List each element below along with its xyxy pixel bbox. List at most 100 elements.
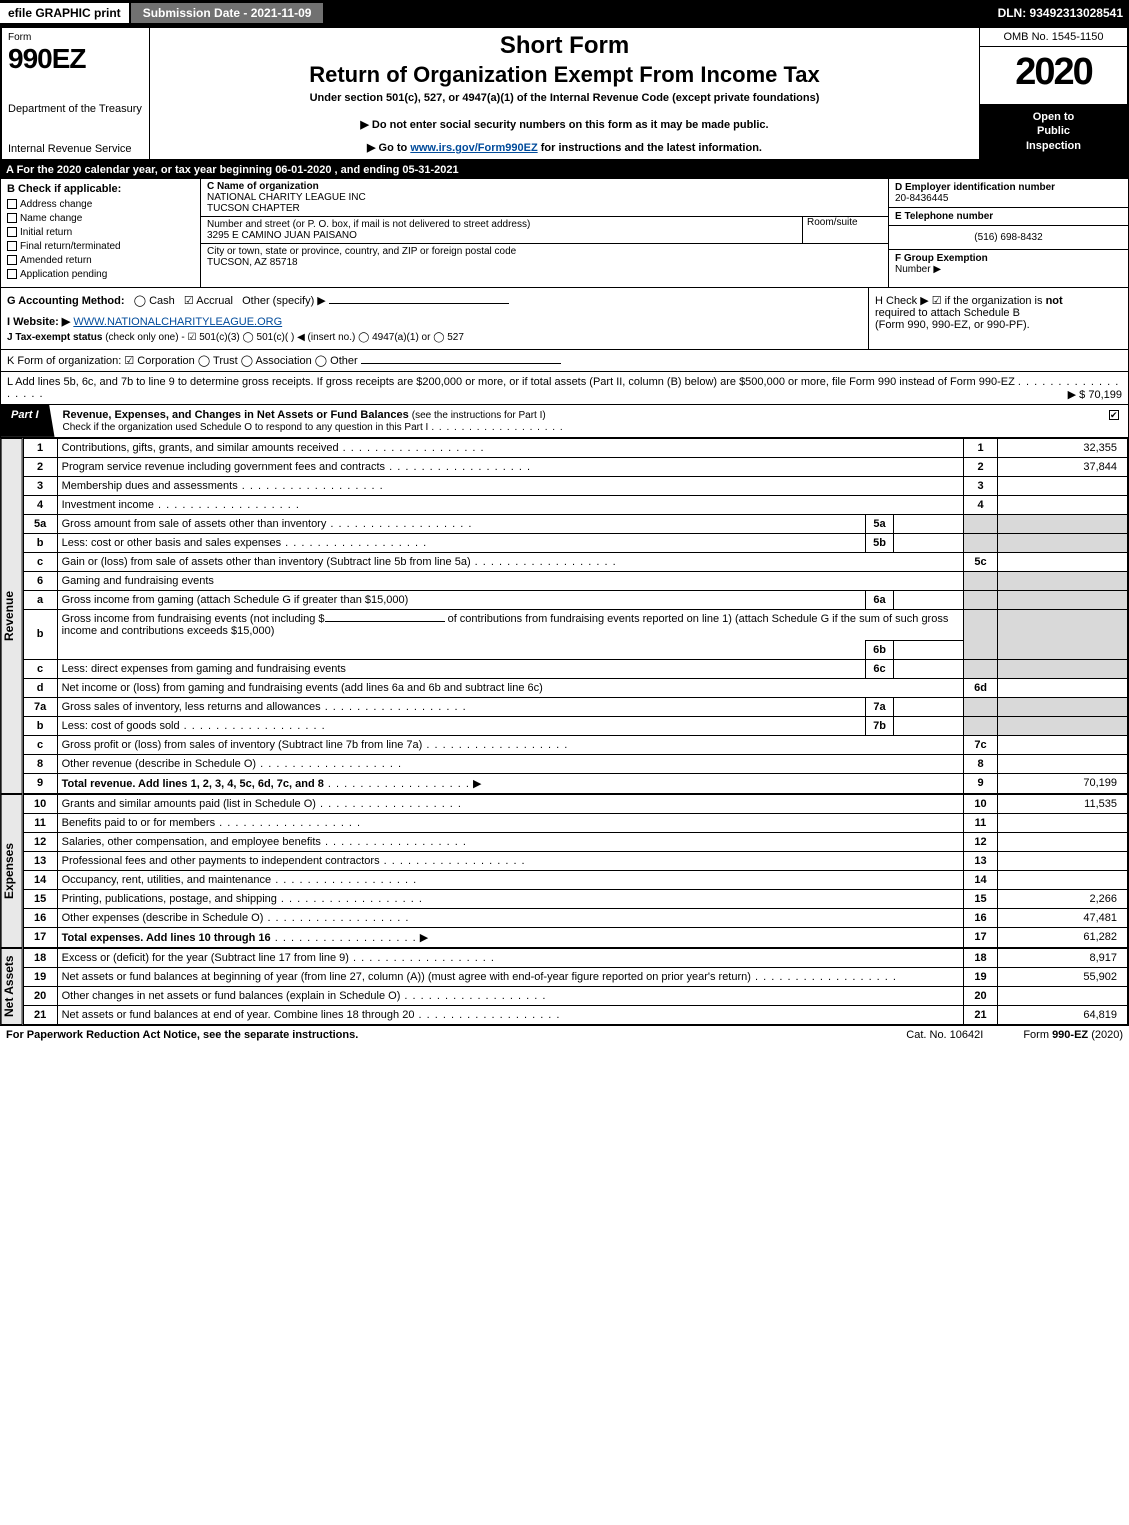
group-exemption-label: F Group Exemption	[895, 253, 988, 264]
g-cash[interactable]: Cash	[149, 295, 175, 307]
line-5c: cGain or (loss) from sale of assets othe…	[23, 552, 1127, 571]
chk-address-change[interactable]: Address change	[7, 199, 194, 210]
phone-value: (516) 698-8432	[889, 226, 1128, 250]
net-assets-section: Net Assets 18Excess or (deficit) for the…	[0, 948, 1129, 1026]
expenses-table: 10Grants and similar amounts paid (list …	[23, 794, 1128, 948]
form-header: Form 990EZ Department of the Treasury In…	[0, 26, 1129, 161]
top-bar: efile GRAPHIC print Submission Date - 20…	[0, 0, 1129, 26]
inspect-3: Inspection	[984, 139, 1123, 153]
part-1-header: Part I Revenue, Expenses, and Changes in…	[0, 405, 1129, 438]
form-ref: Form 990-EZ (2020)	[1023, 1029, 1123, 1041]
line-19: 19Net assets or fund balances at beginni…	[23, 967, 1127, 986]
g-accrual[interactable]: Accrual	[196, 295, 233, 307]
goto-link[interactable]: www.irs.gov/Form990EZ	[410, 142, 537, 154]
g-other[interactable]: Other (specify) ▶	[242, 295, 326, 307]
col-g: G Accounting Method: ◯ Cash ☑ Accrual Ot…	[1, 288, 868, 349]
net-assets-table: 18Excess or (deficit) for the year (Subt…	[23, 948, 1128, 1025]
line-15: 15Printing, publications, postage, and s…	[23, 889, 1127, 908]
chk-name-change[interactable]: Name change	[7, 213, 194, 224]
h-not: not	[1046, 295, 1063, 307]
goto-pre: ▶ Go to	[367, 142, 410, 154]
chk-application-pending[interactable]: Application pending	[7, 269, 194, 280]
line-7b: bLess: cost of goods sold7b	[23, 716, 1127, 735]
revenue-table: 1Contributions, gifts, grants, and simil…	[23, 438, 1128, 794]
omb-number: OMB No. 1545-1150	[980, 28, 1127, 47]
header-left: Form 990EZ Department of the Treasury In…	[2, 28, 150, 159]
line-14: 14Occupancy, rent, utilities, and mainte…	[23, 870, 1127, 889]
line-5b: bLess: cost or other basis and sales exp…	[23, 533, 1127, 552]
l-text: L Add lines 5b, 6c, and 7b to line 9 to …	[7, 376, 1015, 388]
line-17: 17Total expenses. Add lines 10 through 1…	[23, 927, 1127, 947]
revenue-section: Revenue 1Contributions, gifts, grants, a…	[0, 438, 1129, 794]
box-ghij: G Accounting Method: ◯ Cash ☑ Accrual Ot…	[0, 288, 1129, 350]
col-def: D Employer identification number 20-8436…	[888, 179, 1128, 287]
part-1-check: Check if the organization used Schedule …	[63, 422, 429, 433]
net-assets-sidelabel: Net Assets	[1, 948, 23, 1025]
tax-sub: (check only one) -	[105, 332, 184, 343]
line-6b: bGross income from fundraising events (n…	[23, 609, 1127, 640]
k-text[interactable]: K Form of organization: ☑ Corporation ◯ …	[7, 355, 358, 367]
chk-initial-return[interactable]: Initial return	[7, 227, 194, 238]
line-20: 20Other changes in net assets or fund ba…	[23, 986, 1127, 1005]
ein-label: D Employer identification number	[895, 182, 1055, 193]
expenses-section: Expenses 10Grants and similar amounts pa…	[0, 794, 1129, 948]
line-21: 21Net assets or fund balances at end of …	[23, 1005, 1127, 1024]
form-word: Form	[8, 32, 143, 43]
chk-amended-return[interactable]: Amended return	[7, 255, 194, 266]
expenses-sidelabel: Expenses	[1, 794, 23, 948]
line-11: 11Benefits paid to or for members11	[23, 813, 1127, 832]
line-12: 12Salaries, other compensation, and empl…	[23, 832, 1127, 851]
line-18: 18Excess or (deficit) for the year (Subt…	[23, 948, 1127, 967]
header-center: Short Form Return of Organization Exempt…	[150, 28, 979, 159]
revenue-sidelabel: Revenue	[1, 438, 23, 794]
tax-exempt-status: J Tax-exempt status (check only one) - ☑…	[7, 332, 862, 343]
goto-note: ▶ Go to www.irs.gov/Form990EZ for instru…	[160, 141, 969, 154]
line-6: 6Gaming and fundraising events	[23, 571, 1127, 590]
part-1-checkbox[interactable]	[1103, 405, 1128, 437]
phone-label: E Telephone number	[895, 211, 993, 222]
under-section: Under section 501(c), 527, or 4947(a)(1)…	[160, 92, 969, 104]
org-addr-row: Number and street (or P. O. box, if mail…	[201, 217, 888, 244]
line-13: 13Professional fees and other payments t…	[23, 851, 1127, 870]
inspect-2: Public	[984, 124, 1123, 138]
dln-label: DLN: 93492313028541	[998, 6, 1129, 20]
tax-opts[interactable]: ☑ 501(c)(3) ◯ 501(c)( ) ◀ (insert no.) ◯…	[187, 332, 463, 343]
line-9: 9Total revenue. Add lines 1, 2, 3, 4, 5c…	[23, 773, 1127, 793]
org-name-label: C Name of organization	[207, 181, 319, 192]
accounting-method: G Accounting Method: ◯ Cash ☑ Accrual Ot…	[7, 294, 862, 307]
line-10: 10Grants and similar amounts paid (list …	[23, 794, 1127, 813]
col-c-org: C Name of organization NATIONAL CHARITY …	[201, 179, 888, 287]
row-l-gross-receipts: L Add lines 5b, 6c, and 7b to line 9 to …	[0, 372, 1129, 405]
group-exemption-number: Number ▶	[895, 264, 941, 275]
addr-value: 3295 E CAMINO JUAN PAISANO	[207, 230, 357, 241]
chk-final-return[interactable]: Final return/terminated	[7, 241, 194, 252]
h-text3: (Form 990, 990-EZ, or 990-PF).	[875, 319, 1030, 331]
line-4: 4Investment income4	[23, 495, 1127, 514]
part-1-title: Revenue, Expenses, and Changes in Net As…	[55, 405, 1103, 437]
l-amount: ▶ $ 70,199	[1068, 388, 1122, 401]
col-h: H Check ▶ ☑ if the organization is not r…	[868, 288, 1128, 349]
part-1-sub: (see the instructions for Part I)	[412, 410, 546, 421]
line-6c: cLess: direct expenses from gaming and f…	[23, 659, 1127, 678]
h-text2: required to attach Schedule B	[875, 307, 1020, 319]
dept-treasury: Department of the Treasury	[8, 103, 143, 115]
ein-value: 20-8436445	[895, 193, 948, 204]
org-name-row: C Name of organization NATIONAL CHARITY …	[201, 179, 888, 217]
page-footer: For Paperwork Reduction Act Notice, see …	[0, 1026, 1129, 1044]
line-6a: aGross income from gaming (attach Schedu…	[23, 590, 1127, 609]
efile-label[interactable]: efile GRAPHIC print	[0, 3, 129, 23]
box-bcdef: B Check if applicable: Address change Na…	[0, 179, 1129, 288]
part-1-tab: Part I	[1, 405, 55, 437]
g-label: G Accounting Method:	[7, 295, 125, 307]
city-value: TUCSON, AZ 85718	[207, 257, 298, 268]
website-link[interactable]: WWW.NATIONALCHARITYLEAGUE.ORG	[73, 316, 282, 328]
phone-label-row: E Telephone number	[889, 208, 1128, 226]
ssn-warning: ▶ Do not enter social security numbers o…	[160, 118, 969, 131]
website-label: I Website: ▶	[7, 316, 70, 328]
line-5a: 5aGross amount from sale of assets other…	[23, 514, 1127, 533]
inspect-1: Open to	[984, 110, 1123, 124]
goto-post: for instructions and the latest informat…	[538, 142, 762, 154]
line-2: 2Program service revenue including gover…	[23, 457, 1127, 476]
line-16: 16Other expenses (describe in Schedule O…	[23, 908, 1127, 927]
col-b-checkboxes: B Check if applicable: Address change Na…	[1, 179, 201, 287]
